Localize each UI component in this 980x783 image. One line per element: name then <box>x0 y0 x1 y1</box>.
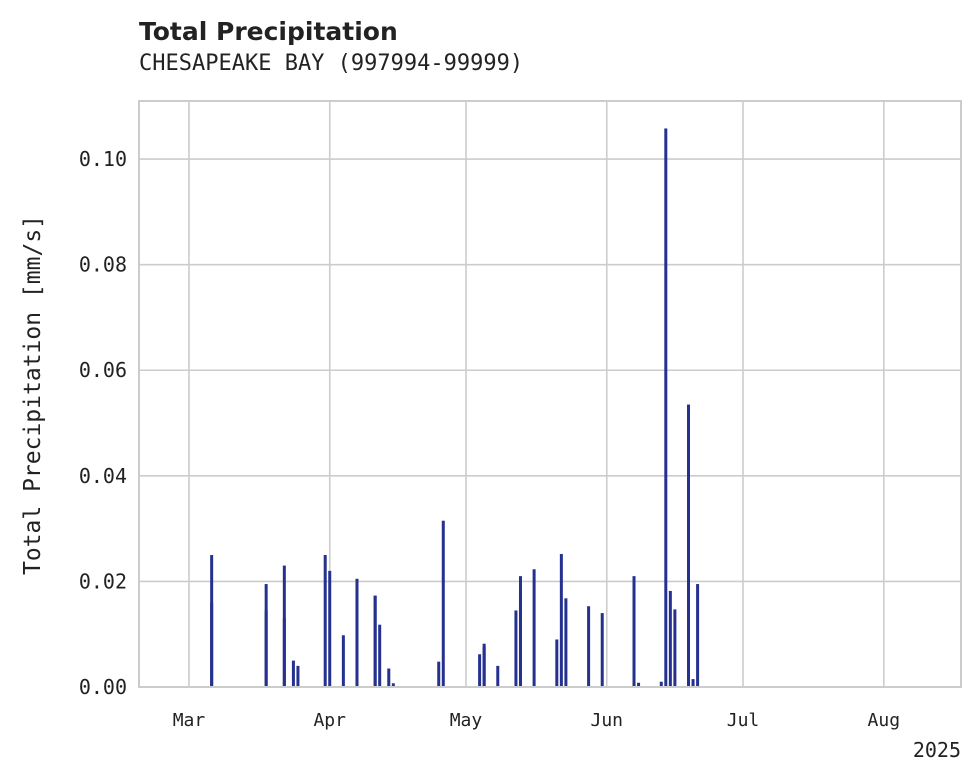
precip-bar <box>696 584 700 687</box>
precip-bar <box>437 661 441 687</box>
precip-bar <box>328 570 332 687</box>
precip-bar <box>673 609 677 687</box>
y-tick-label: 0.08 <box>79 253 127 277</box>
x-tick-label: Apr <box>313 710 346 731</box>
x-tick-label: May <box>450 710 483 731</box>
y-tick-label: 0.06 <box>79 358 127 382</box>
x-tick-label: Aug <box>868 710 901 731</box>
precip-bar <box>210 602 214 687</box>
precip-bar <box>341 635 345 687</box>
precip-bar <box>555 639 559 687</box>
chart-subtitle: CHESAPEAKE BAY (997994-99999) <box>139 51 524 76</box>
chart-title: Total Precipitation <box>139 17 398 46</box>
precip-bar <box>291 660 295 687</box>
precip-bar <box>518 595 522 687</box>
precip-bar <box>441 520 445 687</box>
grid-lines <box>139 101 961 688</box>
y-tick-label: 0.04 <box>79 464 127 488</box>
precip-bar <box>687 404 691 687</box>
x-tick-label: Mar <box>173 710 206 731</box>
precip-bar <box>496 665 500 687</box>
precip-bar <box>632 576 636 687</box>
precip-bar <box>691 679 695 687</box>
precip-bar <box>668 590 672 687</box>
precip-bar <box>632 682 636 687</box>
precip-bar <box>600 613 604 687</box>
x-tick-label: Jun <box>591 710 624 731</box>
y-axis-label: Total Precipitation [mm/s] <box>20 215 46 575</box>
precip-bar <box>391 683 395 687</box>
precip-bar <box>564 598 568 687</box>
x-tick-label: Jul <box>727 710 760 731</box>
precip-bar <box>296 665 300 687</box>
precip-bar <box>373 595 377 687</box>
precip-bar <box>378 624 382 687</box>
precip-bar <box>355 586 359 687</box>
precip-bar <box>323 555 327 687</box>
precip-bar <box>637 682 641 687</box>
y-tick-label: 0.10 <box>79 147 127 171</box>
y-tick-labels: 0.00 0.02 0.04 0.06 0.08 0.10 <box>79 147 127 699</box>
y-tick-label: 0.00 <box>79 675 127 699</box>
x-axis-year-label: 2025 <box>913 738 961 762</box>
precip-bar <box>482 643 486 687</box>
precip-bar <box>559 553 563 687</box>
precip-bar <box>264 610 268 687</box>
precip-bar <box>514 610 518 687</box>
precip-bar <box>659 681 663 687</box>
bar-series <box>210 128 700 687</box>
precip-bar <box>387 668 391 687</box>
precip-bar <box>478 654 482 687</box>
x-tick-labels: Mar Apr May Jun Jul Aug <box>173 710 900 731</box>
precip-bar <box>587 606 591 687</box>
y-tick-label: 0.02 <box>79 569 127 593</box>
plot-frame <box>138 100 962 688</box>
precip-bar <box>664 128 668 687</box>
precip-bar <box>532 569 536 687</box>
precip-bar <box>282 618 286 687</box>
